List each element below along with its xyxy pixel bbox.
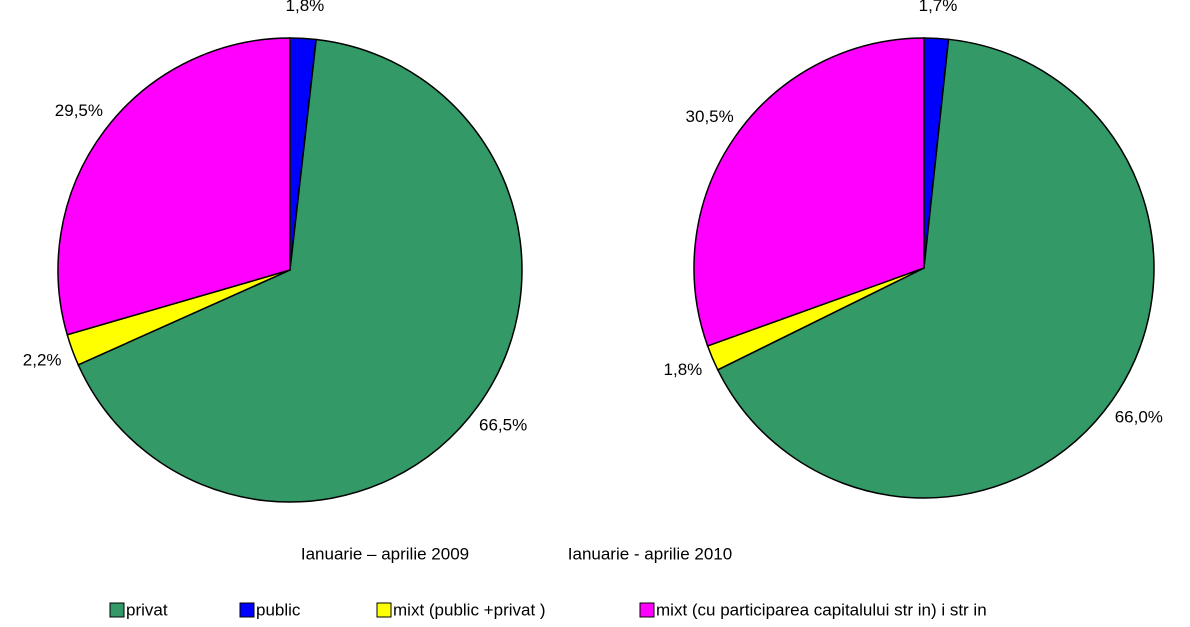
legend-label: privat xyxy=(126,600,168,619)
pie-slice xyxy=(57,37,291,336)
chart-title: Ianuarie - aprilie 2010 xyxy=(568,544,732,563)
data-label: 1,7% xyxy=(919,0,958,15)
data-label: 29,5% xyxy=(55,101,103,120)
legend-swatch xyxy=(239,602,255,618)
legend-label: mixt (cu participarea capitalului str in… xyxy=(656,600,987,619)
pie-slice xyxy=(716,38,1155,499)
legend-swatch xyxy=(376,602,392,618)
data-label: 1,8% xyxy=(286,0,325,15)
legend-label: mixt (public +privat ) xyxy=(393,600,546,619)
chart-title: Ianuarie – aprilie 2009 xyxy=(301,544,469,563)
legend-label: public xyxy=(256,600,301,619)
legend-swatch xyxy=(109,602,125,618)
data-label: 66,5% xyxy=(479,415,527,434)
data-label: 1,8% xyxy=(664,360,703,379)
pie-slice xyxy=(77,38,523,503)
data-label: 2,2% xyxy=(23,350,62,369)
pie-slice xyxy=(693,37,925,347)
data-label: 66,0% xyxy=(1115,407,1163,426)
data-label: 30,5% xyxy=(686,107,734,126)
legend-swatch xyxy=(639,602,655,618)
